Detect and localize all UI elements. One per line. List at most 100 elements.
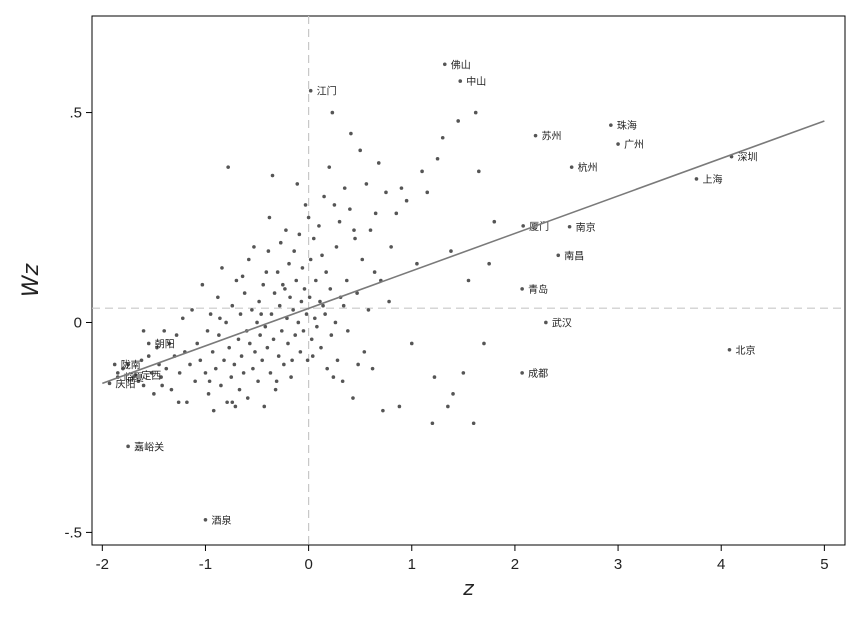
data-point xyxy=(252,245,256,249)
data-point xyxy=(275,270,280,274)
x-tick-label: 2 xyxy=(511,556,519,573)
data-point xyxy=(331,375,336,379)
data-point xyxy=(399,186,404,190)
data-point xyxy=(227,345,231,350)
data-point xyxy=(264,270,269,274)
data-point xyxy=(141,383,146,388)
data-point xyxy=(126,362,130,367)
data-point xyxy=(310,354,315,358)
data-point xyxy=(307,295,312,300)
labeled-point xyxy=(146,341,151,346)
fit-line xyxy=(102,120,825,385)
labeled-point xyxy=(533,133,538,138)
data-point xyxy=(291,308,295,312)
data-point xyxy=(211,408,216,413)
data-point xyxy=(236,337,241,342)
data-point xyxy=(237,387,242,392)
data-point xyxy=(174,333,179,337)
data-point xyxy=(362,350,367,354)
data-point xyxy=(384,190,388,195)
labeled-point xyxy=(521,224,525,228)
data-point xyxy=(274,379,279,384)
data-point xyxy=(346,329,350,333)
data-point xyxy=(318,299,322,304)
labeled-point xyxy=(458,79,463,83)
data-point xyxy=(115,371,120,375)
labeled-point xyxy=(308,88,313,93)
data-point xyxy=(213,366,218,371)
data-points xyxy=(115,110,497,426)
labeled-point xyxy=(616,142,620,146)
data-point xyxy=(319,345,323,350)
x-tick-label: 1 xyxy=(408,556,416,573)
point-label: 庆阳 xyxy=(116,377,136,390)
data-point xyxy=(258,333,262,337)
data-point xyxy=(185,400,189,405)
data-point xyxy=(435,156,440,161)
data-point xyxy=(471,421,476,426)
data-point xyxy=(323,312,327,316)
data-point xyxy=(286,341,290,346)
labeled-point xyxy=(107,381,112,386)
x-tick-label: -2 xyxy=(96,556,109,573)
data-point xyxy=(206,392,211,396)
data-point xyxy=(451,392,455,396)
data-point xyxy=(387,299,391,304)
data-point xyxy=(241,371,246,375)
data-point xyxy=(282,362,286,367)
data-point xyxy=(314,278,318,283)
data-point xyxy=(482,341,486,346)
labeled-point xyxy=(544,320,548,325)
data-point xyxy=(278,240,283,245)
data-point xyxy=(324,270,328,274)
data-point xyxy=(332,203,337,207)
data-point xyxy=(328,287,333,291)
labeled-point xyxy=(609,123,613,127)
data-point xyxy=(219,383,223,388)
data-point xyxy=(246,257,251,262)
data-point xyxy=(466,278,471,283)
data-point xyxy=(333,320,338,325)
labeled-point xyxy=(126,444,130,449)
data-point xyxy=(340,379,345,384)
data-point xyxy=(263,324,268,329)
data-point xyxy=(335,358,340,363)
data-point xyxy=(344,278,349,283)
data-point xyxy=(230,303,235,308)
data-point xyxy=(276,354,281,358)
data-point xyxy=(272,291,277,295)
data-point xyxy=(366,308,371,312)
data-point xyxy=(306,215,311,220)
data-point xyxy=(225,400,229,405)
point-label: 酒泉 xyxy=(211,514,231,527)
data-point xyxy=(218,316,222,321)
data-point xyxy=(203,371,208,375)
data-point xyxy=(352,228,356,232)
data-point xyxy=(195,341,200,346)
data-point xyxy=(420,169,424,174)
data-point xyxy=(210,350,215,354)
data-point xyxy=(162,329,167,333)
data-point xyxy=(217,333,221,337)
data-point xyxy=(226,165,230,169)
point-label: 广州 xyxy=(624,139,644,151)
data-point xyxy=(473,110,478,115)
data-point xyxy=(167,341,172,346)
data-point xyxy=(381,408,385,413)
data-point xyxy=(250,308,254,312)
data-point xyxy=(358,148,362,153)
data-point xyxy=(271,337,276,342)
data-point xyxy=(155,345,159,350)
data-point xyxy=(299,299,304,304)
y-axis-title: Wz xyxy=(19,263,44,297)
data-point xyxy=(208,312,213,316)
data-point xyxy=(351,396,355,400)
data-point xyxy=(370,366,375,371)
data-point xyxy=(267,215,272,220)
data-point xyxy=(404,198,409,203)
data-point xyxy=(224,320,228,325)
data-point xyxy=(229,375,234,379)
data-point xyxy=(295,182,300,186)
